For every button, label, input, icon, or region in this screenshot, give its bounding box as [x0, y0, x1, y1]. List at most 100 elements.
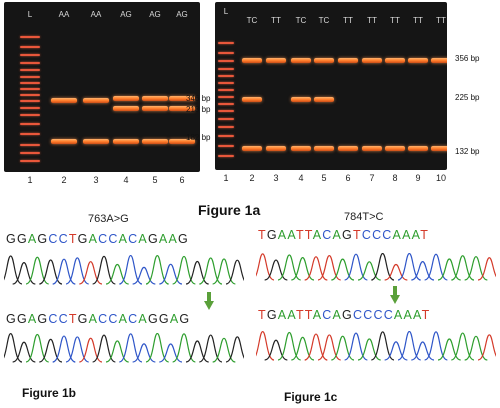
ladder-band	[20, 160, 40, 162]
dna-band	[142, 96, 168, 101]
base-letter: G	[16, 232, 28, 246]
trace-peak	[317, 334, 341, 361]
base-letter: A	[332, 228, 343, 242]
base-letter: A	[403, 308, 414, 322]
ladder-band	[20, 54, 40, 56]
base-letter: A	[88, 312, 99, 326]
base-letter: A	[332, 308, 343, 322]
lane-label: L	[27, 10, 33, 19]
dna-band	[314, 97, 334, 102]
ladder-band	[218, 75, 234, 77]
trace-peak	[79, 337, 103, 363]
base-letter: C	[383, 308, 394, 322]
ladder-band	[218, 145, 234, 147]
ladder-band	[218, 42, 234, 44]
lane-number: 3	[273, 173, 279, 183]
base-letter: A	[402, 228, 412, 242]
dna-band	[169, 106, 195, 111]
dna-band	[431, 58, 447, 63]
sequence-c-bottom: TGAATTACAGCCCCAAAT	[258, 308, 430, 322]
base-letter: G	[179, 312, 191, 326]
base-letter: A	[169, 312, 180, 326]
dna-band	[291, 146, 311, 151]
bp-label-346: 346 bp	[186, 94, 211, 103]
lane-label: TT	[413, 16, 423, 25]
lane-label: AA	[58, 10, 70, 19]
mutation-784: 784T>C	[344, 211, 384, 223]
bp-label-356: 356 bp	[455, 54, 480, 63]
base-letter: T	[421, 308, 431, 322]
base-letter: C	[58, 232, 69, 246]
lane-label: TT	[367, 16, 377, 25]
base-letter: C	[98, 232, 109, 246]
base-letter: A	[393, 308, 404, 322]
base-letter: T	[295, 308, 305, 322]
ladder-band	[218, 68, 234, 70]
arrow-c	[390, 286, 400, 304]
trace-peak	[371, 331, 395, 361]
base-letter: C	[372, 228, 383, 242]
lane-number: 3	[93, 175, 99, 185]
dna-band	[314, 146, 334, 151]
trace-peak	[331, 335, 355, 361]
base-letter: A	[118, 312, 129, 326]
base-letter: A	[312, 228, 323, 242]
trace-peak	[277, 331, 301, 361]
base-letter: A	[277, 308, 288, 322]
base-letter: A	[27, 232, 38, 246]
trace-peak	[344, 332, 368, 361]
lane-number: 1	[223, 173, 229, 183]
base-letter: C	[361, 228, 373, 242]
trace-peak	[4, 255, 23, 285]
base-letter: A	[392, 228, 403, 242]
chromatogram-c-top	[256, 253, 496, 281]
trace-peak	[145, 255, 169, 285]
base-letter: C	[108, 312, 119, 326]
dna-band	[169, 139, 195, 144]
trace-peak	[304, 333, 328, 361]
base-letter: C	[128, 312, 139, 326]
base-letter: C	[128, 232, 139, 246]
lane-number: 2	[61, 175, 67, 185]
trace-peak	[39, 259, 63, 285]
base-letter: A	[138, 312, 148, 326]
sequence-c-top: TGAATTACAGTCCCAAAT	[258, 228, 429, 242]
ladder-band	[218, 82, 234, 84]
dna-band	[83, 139, 109, 144]
dna-band	[113, 96, 139, 101]
trace-peak	[477, 257, 496, 281]
dna-band	[314, 58, 334, 63]
trace-peak	[451, 255, 475, 281]
ladder-band	[20, 88, 40, 90]
ladder-band	[20, 76, 40, 78]
ladder-band	[218, 155, 234, 157]
dna-band	[142, 139, 168, 144]
lane-label: TT	[436, 16, 446, 25]
ladder-band	[20, 133, 40, 135]
base-letter: A	[168, 232, 178, 246]
lane-label: AG	[149, 10, 161, 19]
base-letter: A	[287, 308, 296, 322]
base-letter: C	[48, 312, 59, 326]
trace-peak	[464, 335, 488, 361]
trace-peak	[397, 253, 421, 281]
chromatogram-c-bottom	[256, 331, 496, 361]
lane-number: 6	[179, 175, 185, 185]
dna-band	[51, 139, 77, 144]
dna-band	[408, 58, 428, 63]
dna-band	[51, 98, 77, 103]
trace-peak	[92, 255, 116, 285]
sequence-b-bottom: GGAGCCTGACCACAGGAG	[6, 312, 190, 326]
ladder-band	[20, 107, 40, 109]
bp-label-213: 213 bp	[186, 105, 211, 114]
base-letter: G	[6, 232, 17, 246]
trace-peak	[172, 255, 196, 285]
base-letter: A	[277, 228, 288, 242]
ladder-band	[218, 52, 234, 54]
bp-label-132: 132 bp	[455, 147, 480, 156]
lane-number: 8	[392, 173, 398, 183]
trace-peak	[52, 258, 76, 285]
lane-label: TT	[390, 16, 400, 25]
ladder-band	[218, 89, 234, 91]
base-letter: A	[312, 308, 323, 322]
